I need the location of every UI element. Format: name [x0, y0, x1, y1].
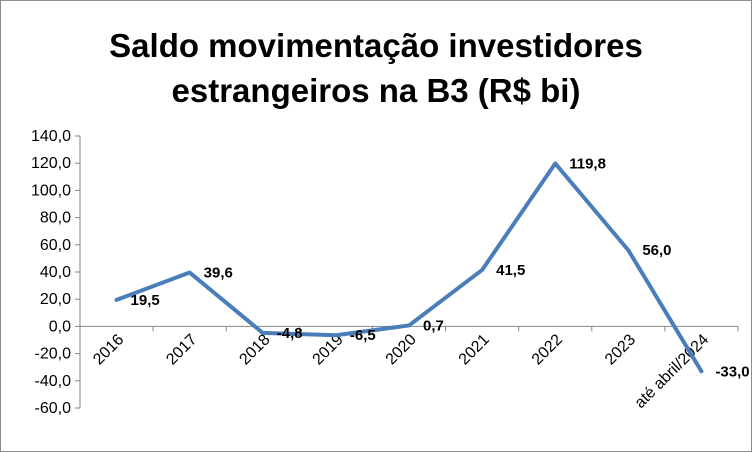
data-label: 39,6: [204, 265, 233, 282]
x-tick-label: 2018: [236, 331, 273, 368]
x-tick-label: 2023: [602, 331, 639, 368]
y-tick-label: 0,0: [49, 318, 71, 335]
y-axis: 140,0 120,0 100,0 80,0 60,0 40,0 20,0 0,0 -20,0 -…: [31, 128, 81, 417]
data-label: 0,7: [423, 317, 444, 334]
y-tick-label: 140,0: [31, 128, 71, 145]
data-label: 41,5: [496, 262, 525, 279]
series-line-group: [114, 161, 704, 374]
x-tick-label: 2020: [383, 331, 420, 368]
y-tick-label: 40,0: [40, 264, 71, 281]
data-label: -6,5: [350, 327, 376, 344]
y-tick-label: 120,0: [31, 155, 71, 172]
chart-title-line-1: Saldo movimentação investidores: [109, 27, 643, 64]
data-label: -4,8: [277, 325, 303, 342]
x-tick-label: 2017: [163, 331, 200, 368]
data-label: 56,0: [642, 242, 671, 259]
series-line: [114, 161, 704, 374]
chart-title-line-2: estrangeiros na B3 (R$ bi): [172, 72, 581, 109]
y-tick-label: 20,0: [40, 291, 71, 308]
data-label: -33,0: [715, 363, 749, 380]
x-tick-label: 2022: [529, 331, 566, 368]
data-label: 119,8: [569, 155, 606, 172]
x-tick-label: 2016: [90, 331, 127, 368]
y-tick-label: -20,0: [35, 346, 72, 363]
data-labels: 19,5 39,6 -4,8 -6,5 0,7 41,5 119,8 56,0 -33,0: [131, 155, 750, 380]
y-tick-label: 80,0: [40, 210, 71, 227]
y-tick-label: -40,0: [35, 373, 72, 390]
y-tick-label: -60,0: [35, 400, 72, 417]
y-tick-label: 100,0: [31, 182, 71, 199]
y-tick-label: 60,0: [40, 237, 71, 254]
x-tick-label: 2021: [456, 331, 493, 368]
data-label: 19,5: [131, 292, 160, 309]
